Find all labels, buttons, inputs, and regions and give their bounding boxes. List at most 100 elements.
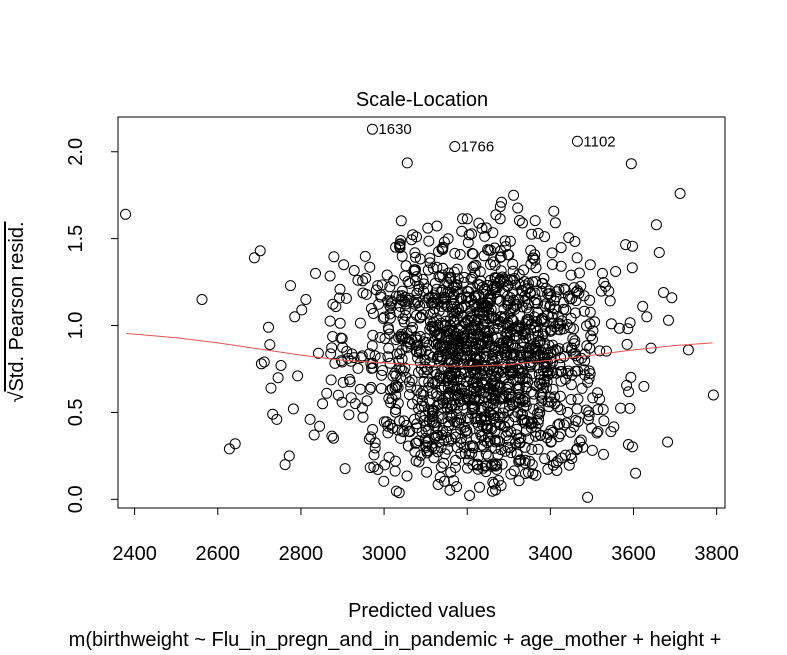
data-point (463, 413, 475, 425)
data-point (336, 396, 348, 408)
scatter-points (120, 123, 719, 503)
data-point (495, 251, 507, 263)
data-point (451, 336, 463, 348)
data-point (444, 484, 456, 496)
data-point (422, 283, 433, 295)
data-point (312, 347, 324, 359)
data-point (475, 404, 487, 416)
data-point (554, 359, 566, 371)
data-point (517, 349, 529, 361)
data-point (405, 316, 417, 328)
data-point (507, 314, 518, 326)
data-point (410, 437, 421, 449)
data-point (435, 329, 447, 341)
data-point (369, 442, 381, 454)
data-point (532, 443, 544, 455)
data-point (505, 447, 517, 459)
data-point (352, 274, 364, 286)
data-point (461, 292, 472, 304)
data-point (402, 440, 414, 452)
data-point (367, 308, 379, 319)
data-point (361, 395, 373, 407)
data-point (285, 280, 296, 292)
data-point (366, 123, 378, 135)
data-point (341, 345, 353, 357)
data-point (491, 458, 503, 470)
data-point (324, 270, 336, 282)
data-point (504, 442, 516, 454)
data-point (530, 430, 542, 442)
data-point (578, 305, 590, 317)
data-point (565, 379, 577, 391)
data-point (464, 490, 476, 501)
data-point (447, 381, 459, 393)
data-point (393, 331, 405, 343)
data-point (366, 362, 378, 374)
data-point (511, 325, 523, 337)
data-point (503, 377, 515, 389)
data-point (523, 433, 535, 445)
data-point (450, 285, 462, 297)
data-point (473, 300, 485, 312)
data-point (462, 412, 473, 424)
data-point (477, 462, 489, 474)
data-point (254, 245, 266, 257)
data-point (605, 318, 617, 330)
data-point (339, 463, 351, 475)
data-point (423, 376, 435, 388)
data-point (666, 292, 678, 304)
data-point (502, 281, 514, 293)
data-point (414, 311, 426, 323)
data-point (438, 457, 450, 469)
data-point (465, 273, 477, 285)
data-point (583, 410, 595, 422)
data-point (383, 342, 395, 354)
data-point (461, 213, 473, 225)
data-point (255, 358, 267, 370)
data-point (411, 346, 423, 358)
data-point (515, 347, 527, 359)
data-point (658, 287, 669, 298)
data-point (637, 300, 649, 312)
data-point (409, 446, 421, 458)
data-point (434, 398, 446, 410)
data-point (442, 233, 454, 245)
data-point (433, 246, 444, 257)
data-point (615, 402, 627, 414)
data-point (344, 373, 356, 385)
data-point (507, 258, 519, 270)
point-annotations: 1630 1766 1102 (378, 121, 615, 155)
data-point (498, 303, 510, 315)
data-point (571, 443, 583, 454)
data-point (586, 444, 598, 456)
data-point (403, 376, 415, 388)
data-point (565, 426, 577, 438)
data-point (414, 300, 426, 312)
data-point (598, 415, 610, 427)
data-point (622, 323, 634, 335)
data-point (542, 428, 554, 440)
data-point (458, 271, 470, 283)
data-point (471, 344, 483, 355)
data-point (482, 244, 494, 256)
data-point (458, 276, 470, 288)
data-point (518, 337, 530, 349)
data-point (442, 381, 454, 393)
data-point (530, 294, 542, 306)
data-point (400, 260, 412, 272)
data-point (596, 267, 608, 279)
data-point (395, 372, 407, 384)
data-point (415, 449, 427, 461)
data-point (435, 442, 447, 454)
y-tick-label: 0.5 (65, 398, 87, 426)
data-point (329, 357, 341, 369)
data-point (532, 362, 544, 374)
data-point (332, 389, 344, 401)
data-point (355, 352, 367, 364)
data-point (419, 361, 431, 373)
data-point (390, 241, 402, 253)
data-point (598, 448, 609, 460)
data-point (514, 380, 525, 392)
data-point (508, 189, 520, 201)
data-point (422, 264, 434, 276)
